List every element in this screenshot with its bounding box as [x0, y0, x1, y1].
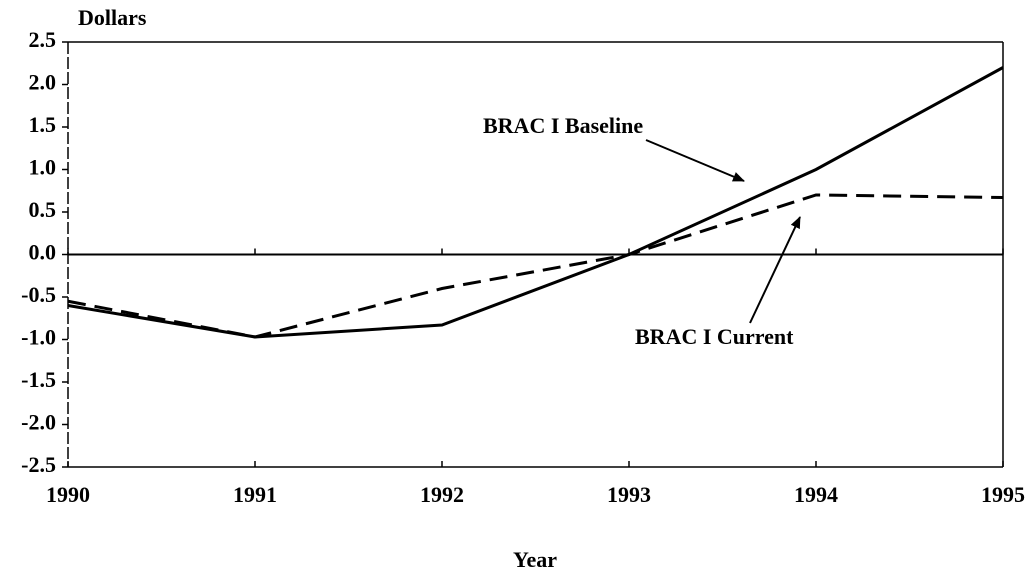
y-axis-label: Dollars	[78, 5, 147, 30]
y-tick-label: 1.0	[29, 155, 57, 180]
x-tick-label: 1991	[233, 482, 277, 507]
x-tick-label: 1992	[420, 482, 464, 507]
y-tick-label: 2.0	[29, 70, 57, 95]
x-tick-label: 1990	[46, 482, 90, 507]
x-tick-label: 1995	[981, 482, 1025, 507]
y-tick-label: -1.5	[21, 367, 56, 392]
x-axis-label: Year	[513, 547, 557, 572]
y-tick-label: 1.5	[29, 112, 57, 137]
y-tick-label: 0.5	[29, 197, 57, 222]
annotation-arrow	[749, 216, 801, 324]
series-annotation: BRAC I Baseline	[483, 113, 643, 138]
x-tick-label: 1994	[794, 482, 838, 507]
y-tick-label: -2.5	[21, 452, 56, 477]
y-tick-label: -2.0	[21, 410, 56, 435]
y-tick-label: 0.0	[29, 240, 57, 265]
y-tick-label: -1.0	[21, 325, 56, 350]
y-tick-label: 2.5	[29, 27, 57, 52]
series-line	[67, 66, 1004, 339]
series-line	[67, 193, 1004, 339]
series-annotation: BRAC I Current	[635, 324, 794, 349]
x-tick-label: 1993	[607, 482, 651, 507]
y-tick-label: -0.5	[21, 282, 56, 307]
annotation-arrow	[645, 139, 745, 182]
